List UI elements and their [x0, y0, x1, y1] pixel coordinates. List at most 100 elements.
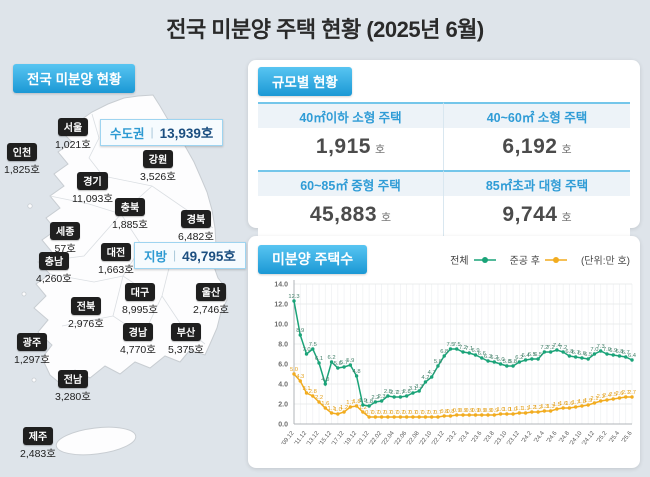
svg-text:1.3: 1.3 [547, 404, 555, 410]
svg-text:6.5: 6.5 [584, 352, 592, 358]
svg-text:2.8: 2.8 [309, 389, 317, 395]
svg-text:0.7: 0.7 [384, 410, 392, 416]
svg-text:4.0: 4.0 [278, 382, 288, 389]
svg-text:6.4: 6.4 [522, 353, 531, 359]
unit: 호 [561, 212, 572, 224]
size-cell-value: 6,192 호 [444, 128, 630, 170]
svg-text:0.9: 0.9 [453, 408, 461, 414]
size-cell-label: 60~85㎡ 중형 주택 [258, 170, 444, 196]
svg-text:7.1: 7.1 [465, 346, 473, 352]
island [27, 203, 33, 209]
region-value: 1,297호 [14, 354, 50, 366]
svg-text:6.8: 6.8 [565, 349, 573, 355]
svg-text:0.7: 0.7 [403, 410, 411, 416]
map-region-daejeon: 대전 1,663호 [98, 243, 134, 277]
region-tag: 충남 [38, 252, 70, 270]
region-value: 1,021호 [55, 139, 91, 151]
svg-text:'23.6: '23.6 [471, 430, 484, 444]
svg-text:'22.12: '22.12 [431, 430, 446, 447]
svg-text:6.6: 6.6 [478, 351, 486, 357]
svg-text:6.7: 6.7 [622, 350, 630, 356]
svg-text:0.7: 0.7 [396, 410, 404, 416]
svg-text:2.6: 2.6 [615, 391, 623, 397]
svg-text:2.4: 2.4 [603, 393, 612, 399]
svg-text:2.0: 2.0 [278, 402, 288, 409]
svg-text:6.5: 6.5 [534, 352, 542, 358]
svg-text:6.8: 6.8 [440, 349, 448, 355]
svg-text:7.0: 7.0 [603, 347, 611, 353]
svg-text:5.0: 5.0 [290, 367, 298, 373]
svg-text:2.7: 2.7 [628, 390, 636, 396]
region-tag: 서울 [57, 118, 89, 136]
svg-text:1.8: 1.8 [365, 399, 373, 405]
region-value: 1,663호 [98, 264, 134, 276]
region-value: 11,093호 [72, 193, 113, 205]
svg-text:0.8: 0.8 [440, 409, 448, 415]
svg-text:6.5: 6.5 [528, 352, 536, 358]
svg-text:0.9: 0.9 [465, 408, 473, 414]
svg-text:12.0: 12.0 [274, 302, 288, 309]
region-tag: 경기 [77, 172, 108, 190]
region-tag: 대전 [100, 243, 132, 261]
svg-text:2.2: 2.2 [315, 395, 323, 401]
provinces-label: 지방 [144, 249, 168, 264]
region-value: 2,976호 [68, 318, 104, 330]
svg-text:4.0: 4.0 [321, 377, 329, 383]
svg-text:0.7: 0.7 [390, 410, 398, 416]
map-region-chungnam: 충남 4,260호 [36, 252, 72, 286]
region-value: 3,280호 [55, 391, 91, 403]
count: 45,883 [309, 203, 378, 226]
size-cell-label: 40㎡이하 소형 주택 [258, 102, 444, 128]
svg-text:0.9: 0.9 [478, 408, 486, 414]
count: 9,744 [502, 203, 558, 226]
map-region-sejong: 세종 57호 [50, 222, 81, 256]
chart-section-header: 미분양 주택수 [258, 245, 368, 274]
region-tag: 울산 [195, 283, 227, 301]
region-value: 1,825호 [4, 164, 40, 176]
svg-text:7.5: 7.5 [309, 342, 317, 348]
svg-text:2.8: 2.8 [384, 389, 392, 395]
unit: 호 [381, 212, 392, 224]
region-tag: 세종 [50, 222, 81, 240]
svg-text:1.7: 1.7 [572, 400, 580, 406]
map-region-daegu: 대구 8,995호 [122, 283, 158, 317]
legend-label-total: 전체 [450, 256, 469, 267]
svg-text:5.9: 5.9 [346, 358, 354, 364]
size-table: 40㎡이하 소형 주택 40~60㎡ 소형 주택 1,915 호 6,192 호 6… [258, 102, 630, 238]
map-region-incheon: 인천 1,825호 [4, 143, 40, 177]
svg-text:2.7: 2.7 [622, 390, 630, 396]
divider: | [150, 125, 154, 139]
svg-text:0.9: 0.9 [484, 408, 492, 414]
legend-item-total: 전체 [450, 252, 496, 267]
region-tag: 광주 [16, 333, 48, 351]
svg-text:6.2: 6.2 [490, 355, 498, 361]
svg-text:'25.4: '25.4 [608, 430, 621, 444]
svg-text:1.1: 1.1 [522, 406, 530, 412]
map-region-jeju: 제주 2,483호 [20, 427, 56, 461]
svg-text:4.3: 4.3 [296, 374, 304, 380]
legend-marker-total-icon [473, 256, 496, 263]
metro-area-total-box: 수도권 | 13,939호 [100, 119, 224, 146]
svg-text:1.0: 1.0 [497, 407, 505, 413]
svg-text:1.6: 1.6 [565, 401, 573, 407]
page-title: 전국 미분양 주택 현황 (2025년 6월) [166, 17, 484, 42]
svg-text:3.3: 3.3 [415, 384, 423, 390]
svg-text:5.7: 5.7 [340, 360, 348, 366]
size-cell-value: 1,915 호 [258, 128, 444, 170]
svg-text:5.8: 5.8 [434, 359, 442, 365]
region-value: 8,995호 [122, 304, 158, 316]
svg-text:7.3: 7.3 [597, 344, 605, 350]
svg-text:4.2: 4.2 [421, 375, 429, 381]
region-tag: 전남 [57, 370, 89, 388]
region-value: 2,746호 [193, 304, 229, 316]
map-region-jeonnam: 전남 3,280호 [55, 370, 91, 404]
count: 1,915 [315, 135, 371, 158]
svg-text:2.2: 2.2 [371, 395, 379, 401]
region-tag: 부산 [170, 323, 202, 341]
svg-text:1.3: 1.3 [540, 404, 548, 410]
size-cell-label: 40~60㎡ 소형 주택 [444, 102, 630, 128]
svg-text:'24.6: '24.6 [546, 430, 559, 444]
svg-text:2.3: 2.3 [597, 394, 605, 400]
svg-text:'25.6: '25.6 [621, 430, 634, 444]
